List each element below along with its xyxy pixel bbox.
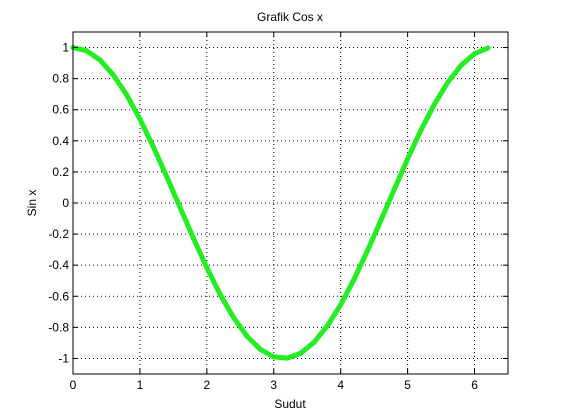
y-tick-label: -1 [58, 351, 69, 365]
x-tick-label: 3 [270, 378, 277, 392]
y-tick-label: 0.2 [52, 165, 69, 179]
data-point [271, 354, 277, 360]
grid [73, 32, 508, 374]
data-point [190, 235, 196, 241]
data-point [458, 62, 464, 68]
data-point [445, 79, 451, 85]
data-point [257, 346, 263, 352]
data-point [177, 205, 183, 211]
y-tick-label: 1 [62, 41, 69, 55]
data-point [97, 57, 103, 63]
x-tick-label: 4 [337, 378, 344, 392]
data-point [83, 48, 89, 54]
x-tick-label: 0 [70, 378, 77, 392]
data-point [418, 127, 424, 133]
data-point [431, 101, 437, 107]
data-point [298, 350, 304, 356]
data-point [244, 333, 250, 339]
y-axis-label: Sin x [25, 190, 39, 217]
y-tick-label: 0.4 [52, 134, 69, 148]
y-tick-label: -0.2 [48, 227, 69, 241]
data-point [472, 51, 478, 57]
series-line-0 [70, 45, 491, 361]
data-point [150, 144, 156, 150]
x-tick-label: 6 [471, 378, 478, 392]
x-tick-label: 1 [137, 378, 144, 392]
x-axis-label: Sudut [274, 397, 306, 411]
data-point [311, 339, 317, 345]
y-tick-label: 0 [62, 196, 69, 210]
chart-title: Grafik Cos x [257, 10, 323, 24]
y-tick-label: -0.4 [48, 258, 69, 272]
data-point [217, 292, 223, 298]
y-tick-label: -0.8 [48, 320, 69, 334]
series-layer [70, 45, 491, 361]
data-point [164, 174, 170, 180]
data-point [378, 217, 384, 223]
data-point [391, 186, 397, 192]
y-tick-label: 0.8 [52, 72, 69, 86]
data-point [338, 302, 344, 308]
data-point [110, 72, 116, 78]
data-point [485, 45, 491, 51]
data-point [351, 276, 357, 282]
plot-area [73, 32, 508, 374]
data-point [405, 156, 411, 162]
data-point [137, 116, 143, 122]
ticks: 0 1 2 3 4 5 6 1 0.8 0.6 0.4 0.2 0 -0.2 -0.4 -0.6 -0.8 -1 [48, 32, 508, 392]
y-tick-label: 0.6 [52, 103, 69, 117]
data-point [364, 248, 370, 254]
data-point [204, 265, 210, 271]
x-tick-label: 2 [204, 378, 211, 392]
data-point [124, 92, 130, 98]
data-point [231, 315, 237, 321]
data-point [284, 355, 290, 361]
x-tick-label: 5 [404, 378, 411, 392]
y-tick-label: -0.6 [48, 289, 69, 303]
data-point [324, 323, 330, 329]
